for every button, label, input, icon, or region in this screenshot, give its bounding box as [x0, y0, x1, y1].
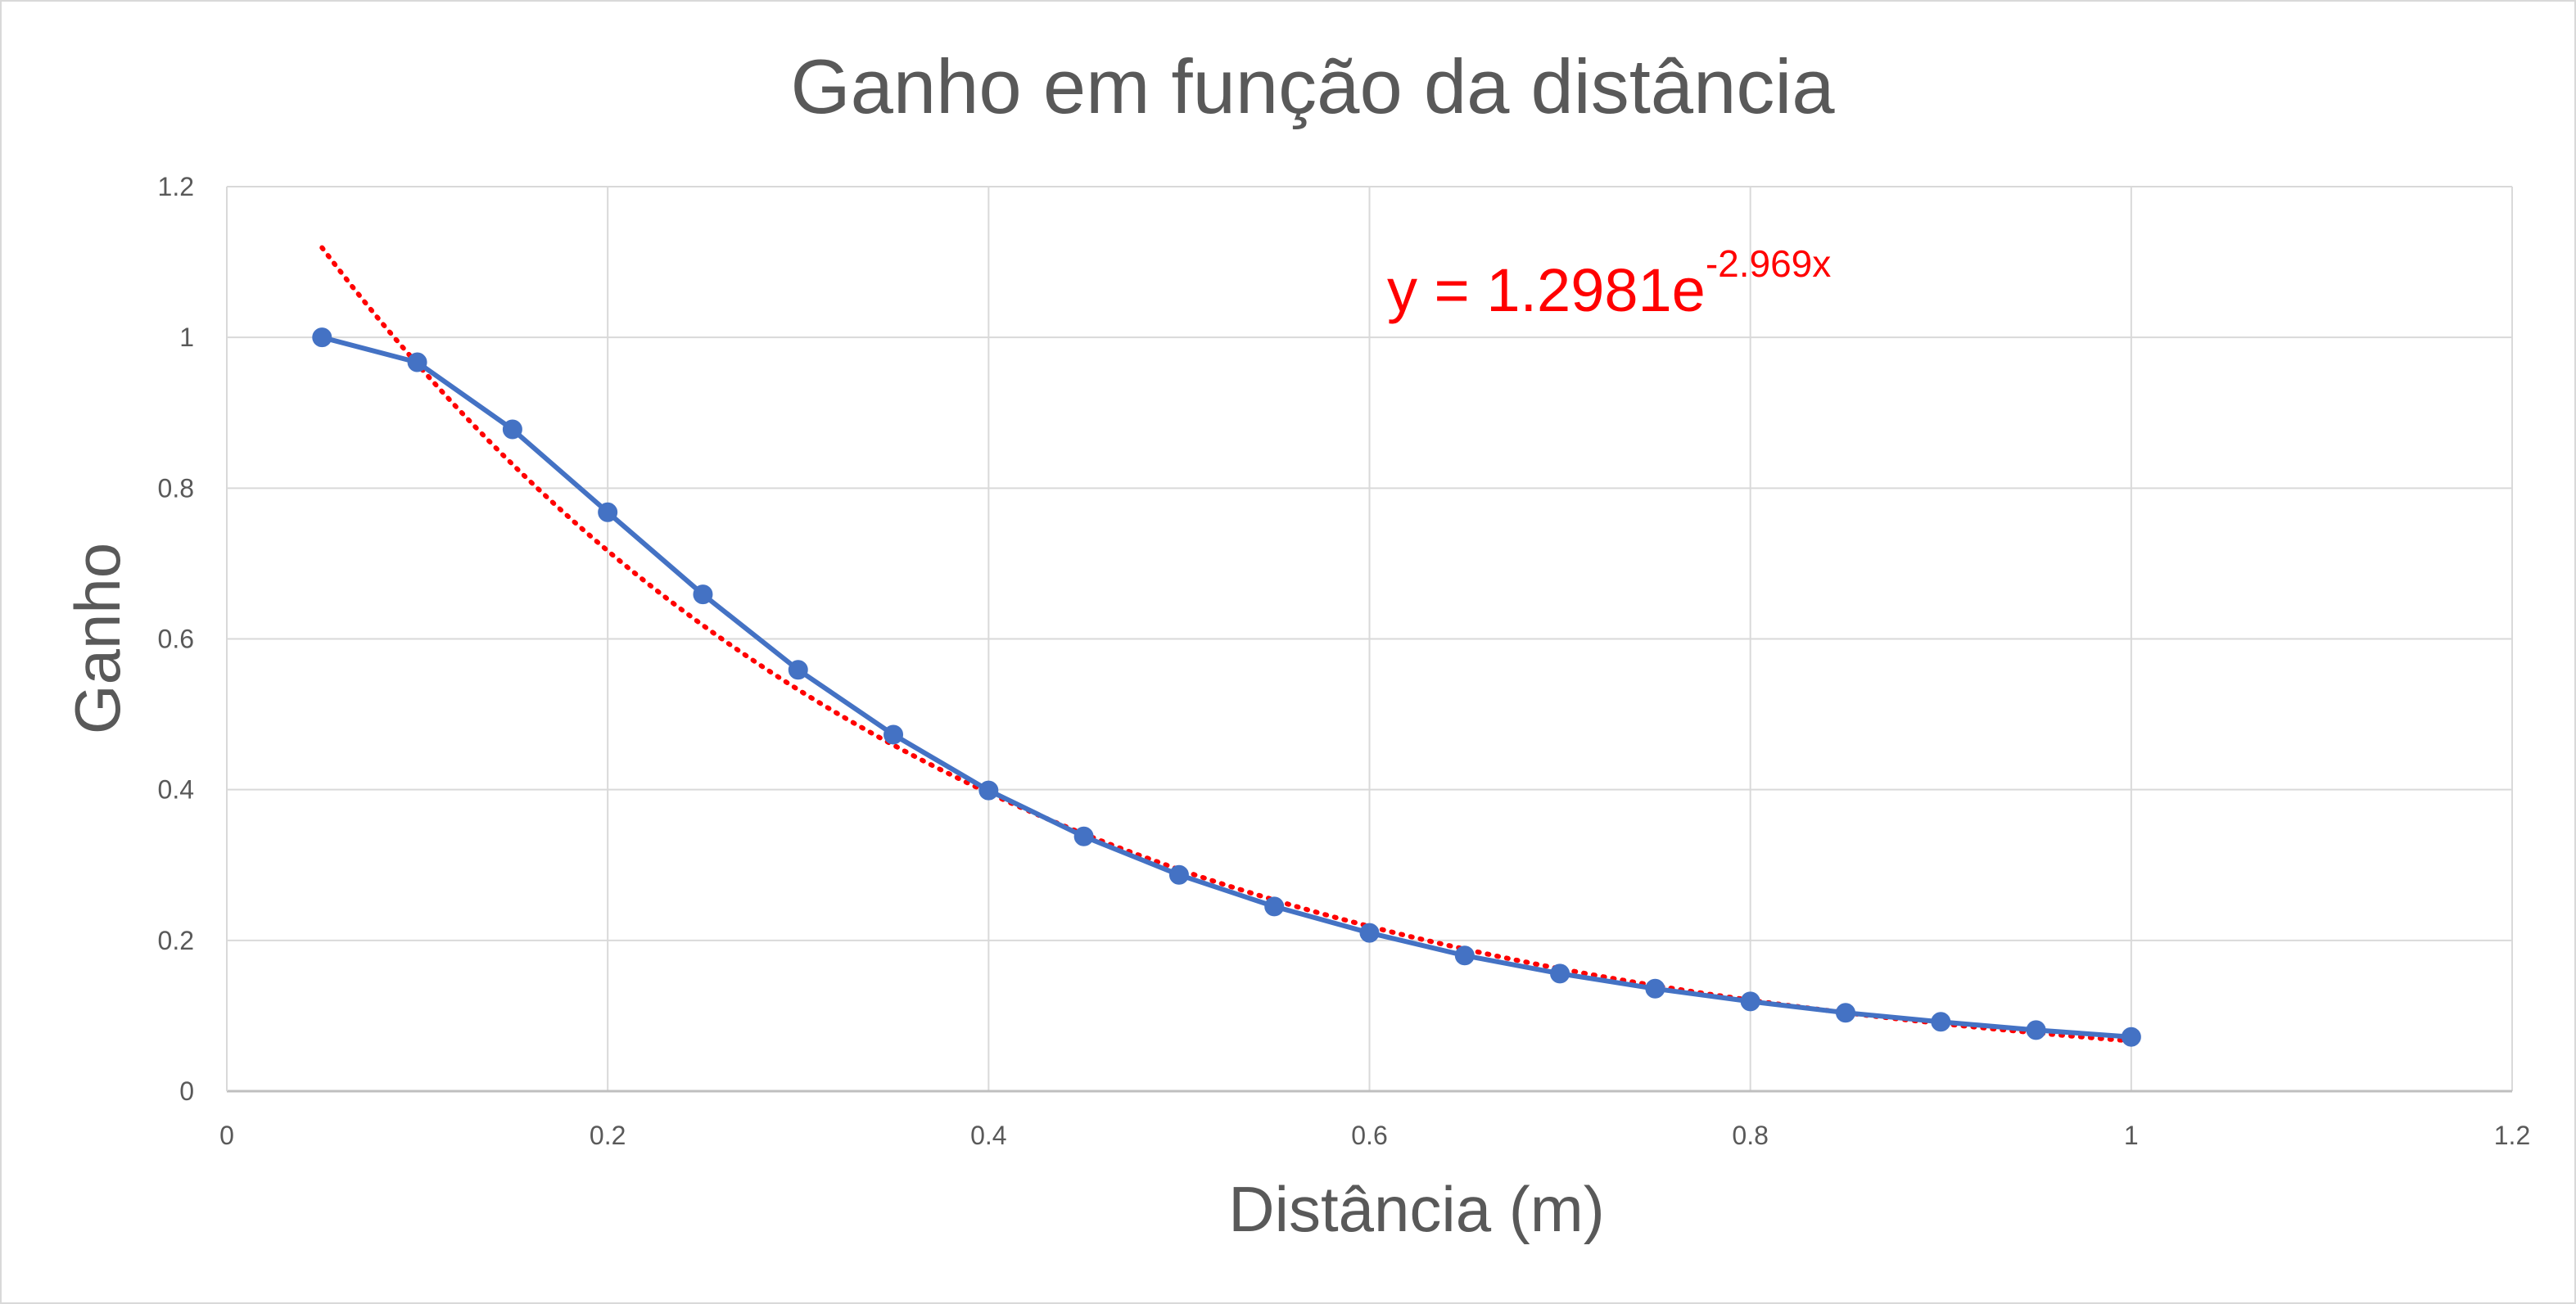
data-point [407, 352, 427, 372]
x-tick-label: 1 [2124, 1121, 2139, 1150]
data-point [1645, 978, 1665, 999]
x-axis-title: Distância (m) [1228, 1173, 1604, 1245]
y-tick-label: 1 [179, 323, 194, 352]
y-tick-label: 1.2 [158, 172, 194, 201]
data-point [598, 502, 618, 522]
tick-labels: 0 0.2 0.4 0.6 0.8 1 1.2 0 0.2 0.4 0.6 0.8 1 1.2 [158, 172, 2531, 1150]
chart-title: Ganho em função da distância [790, 43, 1835, 129]
data-point [1454, 945, 1475, 966]
data-point [1740, 991, 1760, 1012]
x-tick-label: 0.4 [970, 1121, 1006, 1150]
trendline-equation-base: y = 1.2981e [1387, 256, 1706, 324]
series-layer [312, 327, 2141, 1047]
data-point [1835, 1003, 1855, 1023]
trendline-equation: y = 1.2981e-2.969x [1387, 242, 1831, 324]
data-point [2026, 1020, 2046, 1040]
y-axis-title: Ganho [61, 543, 133, 734]
data-point [1931, 1012, 1951, 1032]
y-tick-label: 0 [179, 1076, 194, 1106]
trendline [319, 245, 2134, 1044]
trendline-equation-exponent: -2.969x [1706, 242, 1831, 285]
data-point [1359, 923, 1380, 943]
data-point [884, 724, 904, 745]
trendline-layer [319, 245, 2134, 1044]
x-tick-label: 0.6 [1351, 1121, 1387, 1150]
data-point [788, 660, 808, 680]
x-tick-label: 0 [219, 1121, 234, 1150]
data-point [1073, 826, 1094, 846]
data-point [312, 327, 332, 348]
series-line [321, 335, 2132, 1040]
data-point [502, 419, 522, 440]
x-tick-label: 1.2 [2494, 1121, 2530, 1150]
y-tick-label: 0.6 [158, 625, 194, 654]
x-tick-label: 0.2 [590, 1121, 626, 1150]
y-tick-label: 0.8 [158, 473, 194, 503]
data-point [1550, 963, 1570, 984]
y-tick-label: 0.2 [158, 926, 194, 955]
y-tick-label: 0.4 [158, 775, 194, 805]
data-point [693, 584, 713, 605]
data-point [978, 780, 999, 801]
data-point [1168, 864, 1189, 885]
data-point [1264, 896, 1285, 917]
data-point [2121, 1027, 2141, 1047]
gridlines [226, 186, 2513, 1093]
x-tick-label: 0.8 [1732, 1121, 1768, 1150]
